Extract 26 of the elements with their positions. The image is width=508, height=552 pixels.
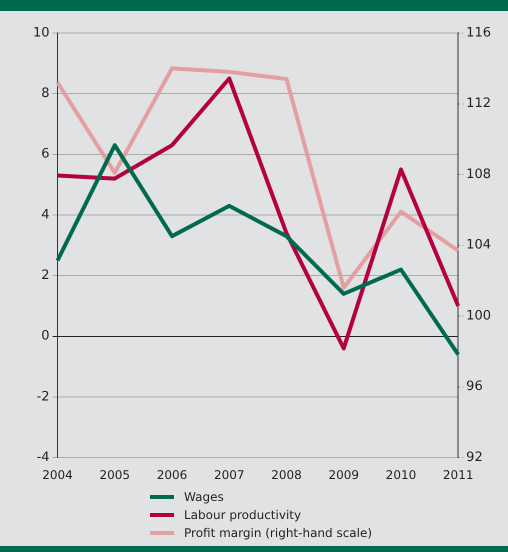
x-tick-label: 2004 [42,468,73,482]
x-tick-label: 2009 [328,468,359,482]
legend-label: Wages [184,490,224,504]
y-tick-label: -2 [36,389,50,404]
x-tick-label: 2007 [214,468,245,482]
y2-tick-label: 96 [466,379,483,394]
legend-label: Profit margin (right-hand scale) [184,526,372,540]
y2-tick-label: 92 [466,450,483,465]
x-tick-label: 2005 [100,468,130,482]
y-tick-label: 10 [32,25,50,40]
y-tick-label: 2 [41,268,50,284]
y-tick-label: 6 [41,146,50,162]
y-tick-label: 8 [41,86,50,102]
x-tick-label: 2011 [442,468,474,482]
legend-label: Labour productivity [184,508,302,522]
x-tick-label: 2008 [271,468,302,482]
y2-tick-label: 100 [466,308,492,324]
y-tick-label: 0 [41,328,50,344]
x-tick-label: 2010 [386,468,416,482]
y2-tick-label: 112 [466,96,492,112]
x-tick-label: 2006 [156,468,188,482]
y-tick-label: -4 [36,450,50,465]
y2-tick-label: 108 [466,166,492,182]
y2-tick-label: 116 [466,25,492,40]
y2-tick-label: 104 [466,238,492,253]
y-tick-label: 4 [41,207,50,222]
